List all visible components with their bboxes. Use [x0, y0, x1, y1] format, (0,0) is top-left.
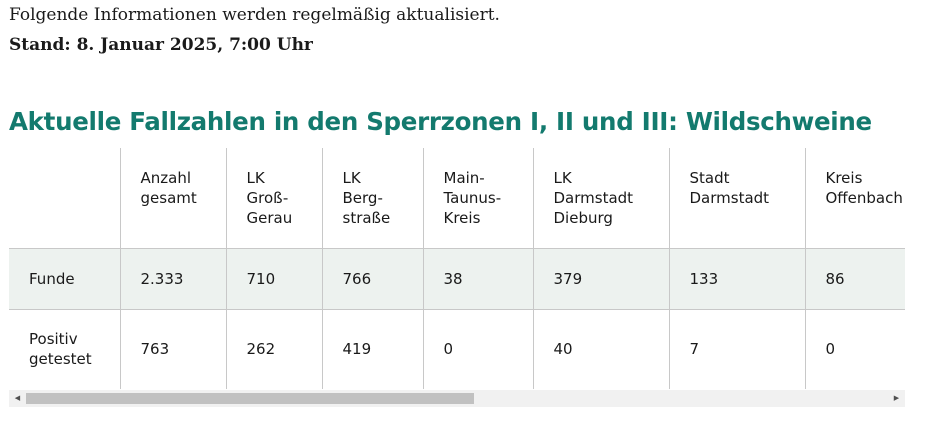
table-cell: 763: [119, 309, 226, 389]
header-line: Berg-: [342, 189, 383, 207]
header-line: LK: [342, 169, 361, 187]
header-cell-empty: [9, 148, 120, 248]
table-scroll-container[interactable]: Anzahl gesamt LK Groß- Gerau LK Berg- st…: [9, 148, 905, 390]
header-line: straße: [342, 209, 391, 227]
scroll-right-icon[interactable]: ▶: [893, 394, 900, 402]
header-line: Kreis: [825, 169, 863, 187]
row-label-line: Positiv: [29, 330, 78, 349]
row-label-line: Funde: [29, 269, 75, 288]
header-cell-kreis-offenbach: Kreis Offenbach: [804, 148, 905, 248]
header-line: Main-: [443, 169, 485, 187]
header-line: LK: [553, 169, 572, 187]
header-cell-bergstrasse: LK Berg- straße: [321, 148, 423, 248]
table-cell: 0: [804, 309, 905, 389]
header-line: Darmstadt: [553, 189, 634, 207]
header-line: Stadt: [689, 169, 730, 187]
table-cell: 40: [532, 309, 669, 389]
header-line: Darmstadt: [689, 189, 770, 207]
scrollbar-thumb[interactable]: [26, 393, 474, 404]
header-line: Dieburg: [553, 209, 613, 227]
table-header-row: Anzahl gesamt LK Groß- Gerau LK Berg- st…: [9, 148, 905, 248]
header-line: LK: [246, 169, 265, 187]
header-line: Kreis: [443, 209, 481, 227]
table-cell: 710: [225, 248, 322, 309]
table-cell: 379: [532, 248, 669, 309]
table-cell: 7: [668, 309, 805, 389]
header-cell-main-taunus: Main- Taunus- Kreis: [422, 148, 533, 248]
table-cell: 419: [321, 309, 423, 389]
horizontal-scrollbar[interactable]: ◀ ▶: [9, 390, 905, 407]
table-cell: 766: [321, 248, 423, 309]
header-cell-gross-gerau: LK Groß- Gerau: [225, 148, 322, 248]
table-cell: 133: [668, 248, 805, 309]
table-cell: 2.333: [119, 248, 226, 309]
header-cell-total: Anzahl gesamt: [119, 148, 226, 248]
header-line: gesamt: [140, 189, 197, 207]
section-title: Aktuelle Fallzahlen in den Sperrzonen I,…: [9, 107, 872, 136]
row-label: Funde: [9, 248, 120, 309]
header-line: Taunus-: [443, 189, 502, 207]
table-cell: 86: [804, 248, 905, 309]
row-label: Positiv getestet: [9, 309, 120, 389]
header-line: Offenbach: [825, 189, 903, 207]
intro-text: Folgende Informationen werden regelmäßig…: [9, 5, 500, 25]
scroll-left-icon[interactable]: ◀: [14, 394, 21, 402]
header-line: Gerau: [246, 209, 293, 227]
table-row-positiv-getestet: Positiv getestet 763 262 419 0 40 7 0: [9, 309, 905, 389]
case-numbers-table: Anzahl gesamt LK Groß- Gerau LK Berg- st…: [9, 148, 905, 389]
table-cell: 262: [225, 309, 322, 389]
header-line: Groß-: [246, 189, 289, 207]
stand-timestamp: Stand: 8. Januar 2025, 7:00 Uhr: [9, 35, 313, 55]
header-cell-stadt-darmstadt: Stadt Darmstadt: [668, 148, 805, 248]
header-cell-darmstadt-dieburg: LK Darmstadt Dieburg: [532, 148, 669, 248]
header-line: Anzahl: [140, 169, 192, 187]
row-label-line: getestet: [29, 350, 92, 369]
table-cell: 0: [422, 309, 533, 389]
table-row-funde: Funde 2.333 710 766 38 379 133 86: [9, 248, 905, 309]
table-cell: 38: [422, 248, 533, 309]
